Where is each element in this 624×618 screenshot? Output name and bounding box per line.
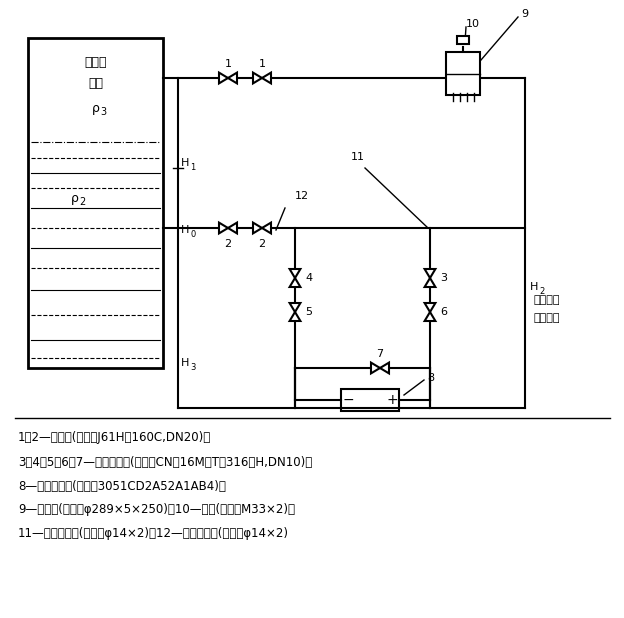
Text: ρ: ρ (71, 192, 79, 205)
Text: H: H (181, 358, 189, 368)
Text: 3: 3 (441, 273, 447, 283)
Polygon shape (290, 303, 300, 312)
Text: 9—测量筒(规格：φ289×5×250)；10—堵头(规格：M33×2)；: 9—测量筒(规格：φ289×5×250)；10—堵头(规格：M33×2)； (18, 504, 295, 517)
Text: H: H (530, 282, 539, 292)
Text: +: + (386, 393, 398, 407)
Text: 6: 6 (441, 307, 447, 317)
Text: 10: 10 (466, 19, 480, 29)
Text: 2: 2 (258, 239, 266, 249)
Polygon shape (371, 363, 380, 373)
Text: 1: 1 (225, 59, 232, 69)
Polygon shape (424, 278, 436, 287)
Text: 8: 8 (427, 373, 434, 383)
Text: 凝结水坑: 凝结水坑 (533, 313, 560, 323)
Polygon shape (228, 222, 237, 234)
Text: 凝汽器: 凝汽器 (84, 56, 107, 69)
Bar (341, 389, 399, 411)
Bar (28, 38, 163, 368)
Text: 3，4，5，6，7—进口焊接门(型号：CN－16M－T－316－H,DN10)；: 3，4，5，6，7—进口焊接门(型号：CN－16M－T－316－H,DN10)； (18, 455, 312, 468)
Bar (457, 36, 469, 44)
Polygon shape (424, 269, 436, 278)
Text: 7: 7 (376, 349, 384, 359)
Polygon shape (290, 312, 300, 321)
Polygon shape (290, 278, 300, 287)
Text: 11—正压引水管(规格：φ14×2)；12—负压引水管(规格：φ14×2): 11—正压引水管(规格：φ14×2)；12—负压引水管(规格：φ14×2) (18, 528, 289, 541)
Bar (446, 52, 480, 95)
Text: 5: 5 (306, 307, 313, 317)
Polygon shape (380, 363, 389, 373)
Polygon shape (424, 303, 436, 312)
Text: 2: 2 (225, 239, 232, 249)
Text: 3: 3 (190, 363, 195, 371)
Text: 8—差压变送器(型号：3051CD2A52A1AB4)；: 8—差压变送器(型号：3051CD2A52A1AB4)； (18, 480, 226, 493)
Text: 3: 3 (100, 107, 107, 117)
Polygon shape (262, 72, 271, 83)
Text: 12: 12 (295, 191, 309, 201)
Text: H: H (181, 225, 189, 235)
Polygon shape (290, 269, 300, 278)
Text: 汽机零米: 汽机零米 (533, 295, 560, 305)
Text: 1: 1 (258, 59, 265, 69)
Text: 9: 9 (521, 9, 528, 19)
Text: 4: 4 (305, 273, 313, 283)
Polygon shape (424, 312, 436, 321)
Text: −: − (342, 393, 354, 407)
Text: 1: 1 (190, 163, 195, 172)
Polygon shape (228, 72, 237, 83)
Text: 2: 2 (79, 197, 85, 207)
Text: 热井: 热井 (88, 77, 103, 90)
Polygon shape (253, 72, 262, 83)
Text: 11: 11 (351, 152, 365, 162)
Text: H: H (181, 158, 189, 168)
Polygon shape (219, 72, 228, 83)
Polygon shape (219, 222, 228, 234)
Text: 2: 2 (539, 287, 544, 295)
Text: 0: 0 (190, 229, 195, 239)
Polygon shape (262, 222, 271, 234)
Polygon shape (253, 222, 262, 234)
Text: ρ: ρ (92, 101, 99, 114)
Text: 1，2—焊接门(型号：J61H－160C,DN20)；: 1，2—焊接门(型号：J61H－160C,DN20)； (18, 431, 212, 444)
